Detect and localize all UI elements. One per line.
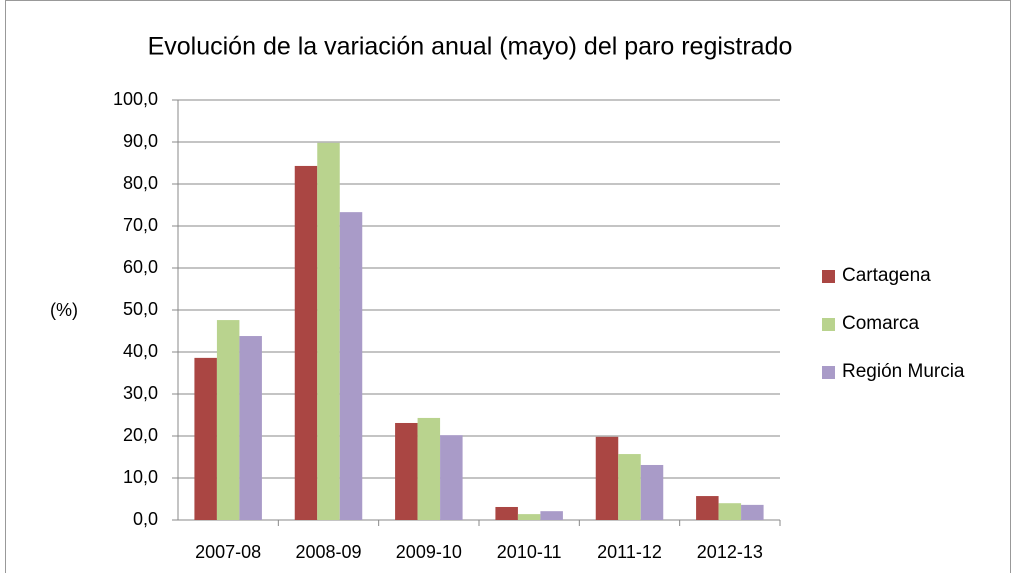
y-tick-label: 70,0	[123, 215, 158, 235]
x-tick-label: 2007-08	[195, 542, 261, 562]
bar	[696, 496, 719, 520]
y-tick-label: 90,0	[123, 131, 158, 151]
y-tick-label: 10,0	[123, 467, 158, 487]
bar	[339, 212, 363, 520]
legend-swatch	[822, 270, 835, 283]
y-tick-label: 50,0	[123, 299, 158, 319]
bar	[440, 435, 463, 520]
y-tick-label: 60,0	[123, 257, 158, 277]
y-axis-label: (%)	[50, 300, 78, 320]
x-tick-label: 2010-11	[497, 542, 562, 562]
x-tick-label: 2008-09	[295, 542, 361, 562]
bar	[495, 506, 518, 520]
y-tick-label: 40,0	[123, 341, 158, 361]
legend-label: Región Murcia	[842, 361, 965, 382]
bar	[540, 511, 563, 520]
bar	[595, 436, 619, 520]
bar	[216, 320, 240, 520]
y-tick-label: 30,0	[123, 383, 158, 403]
x-tick-label: 2011-12	[597, 542, 662, 562]
legend-label: Comarca	[842, 313, 920, 334]
chart-frame	[5, 0, 1011, 578]
bar	[741, 504, 764, 520]
chart-title: Evolución de la variación anual (mayo) d…	[148, 33, 793, 61]
bar	[194, 357, 217, 520]
x-tick-label: 2012-13	[697, 542, 763, 562]
legend-label: Cartagena	[842, 265, 931, 286]
legend-swatch	[822, 366, 835, 379]
y-tick-label: 0,0	[133, 509, 158, 529]
y-tick-label: 100,0	[113, 89, 158, 109]
y-tick-label: 20,0	[123, 425, 158, 445]
bar	[640, 464, 664, 520]
bar	[239, 336, 262, 520]
bar	[417, 417, 441, 520]
bar	[718, 503, 742, 520]
bar	[517, 514, 541, 520]
bar	[317, 142, 340, 520]
legend-swatch	[822, 318, 835, 331]
x-tick-label: 2009-10	[396, 542, 462, 562]
bar	[618, 454, 641, 520]
bar	[395, 422, 418, 520]
bar	[294, 165, 318, 520]
y-tick-label: 80,0	[123, 173, 158, 193]
